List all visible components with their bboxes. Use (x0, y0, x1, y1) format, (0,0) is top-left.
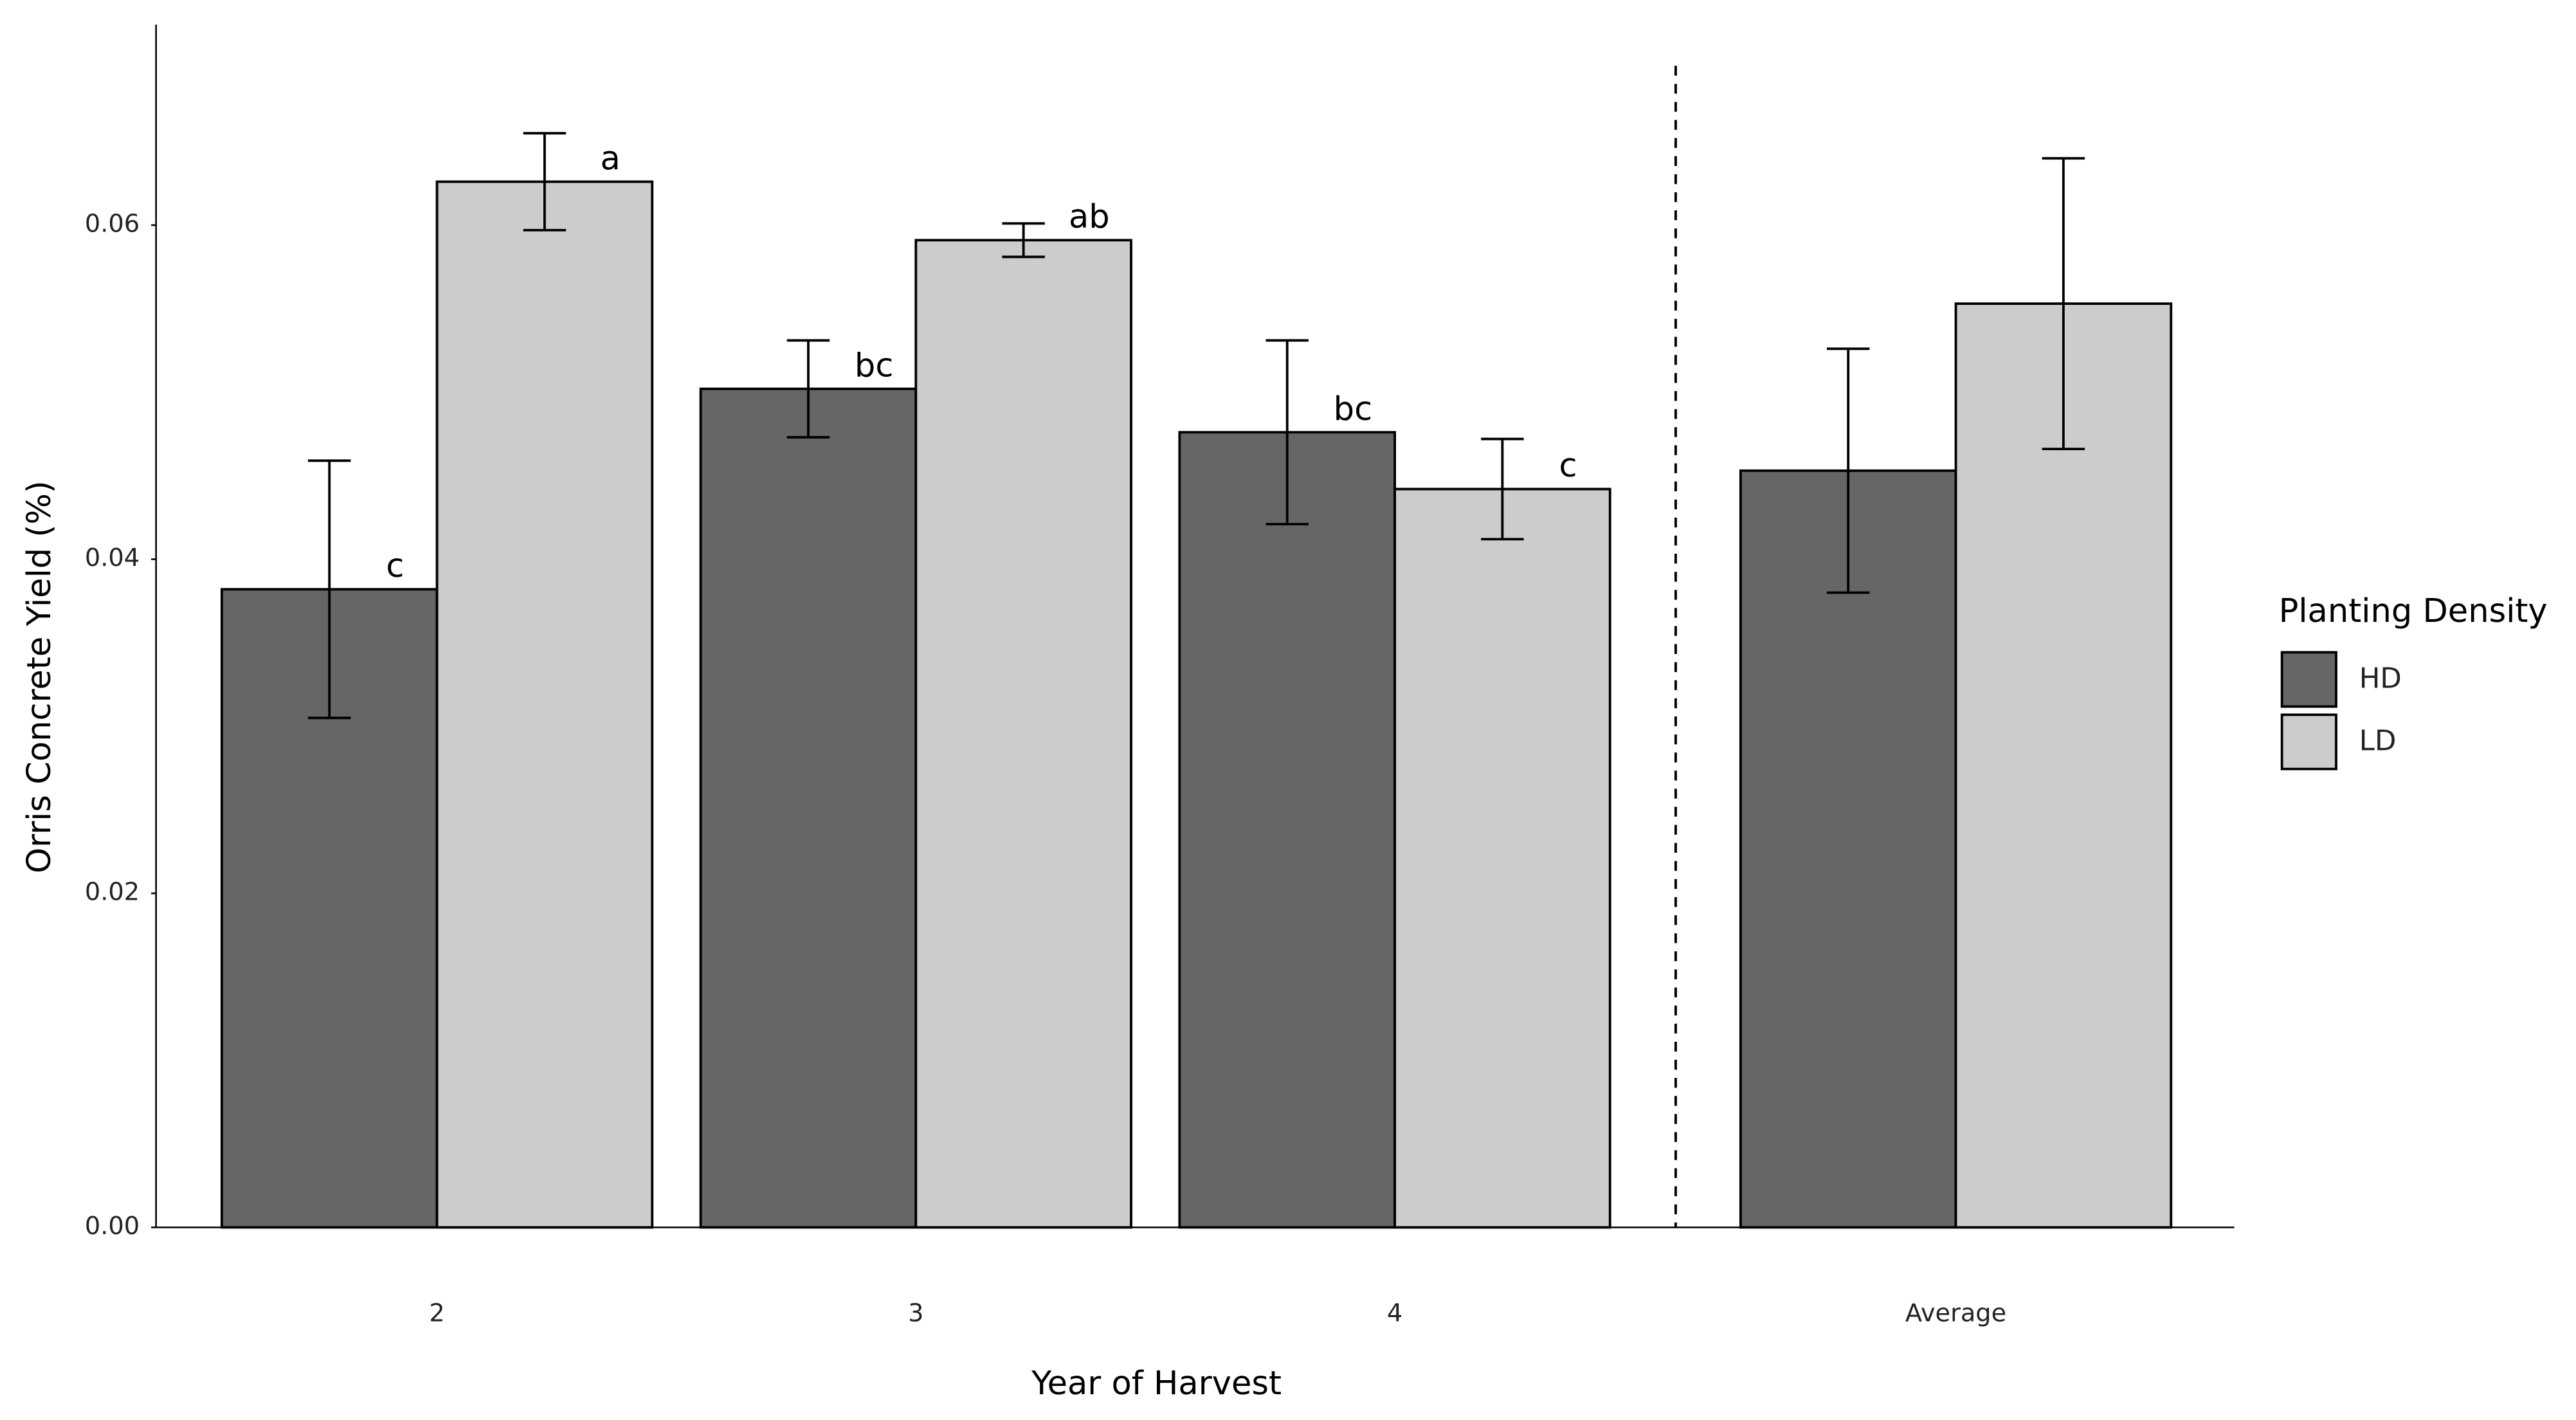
bar (1178, 431, 1396, 1229)
error-bar (1481, 437, 1524, 541)
bar (1393, 487, 1611, 1229)
error-bar (786, 339, 830, 439)
y-tick-label: 0.04 (85, 543, 140, 572)
x-tick-label: Average (1905, 1298, 2006, 1327)
x-axis-title: Year of Harvest (1031, 1365, 1282, 1403)
bar (1739, 469, 1957, 1229)
error-bar (1265, 339, 1309, 525)
bar (699, 387, 918, 1229)
bar (435, 180, 654, 1229)
x-tick-label: 3 (908, 1298, 923, 1327)
significance-label: a (600, 140, 620, 178)
bar (914, 239, 1132, 1229)
significance-label: ab (1069, 198, 1110, 236)
error-bar (2042, 157, 2085, 451)
legend-label: LD (2359, 725, 2397, 757)
x-tick-label: 2 (429, 1298, 444, 1327)
significance-label: bc (855, 347, 894, 385)
bar (1954, 302, 2173, 1229)
legend-title: Planting Density (2279, 592, 2548, 630)
y-tick-label: 0.06 (85, 210, 140, 239)
error-bar (1002, 222, 1045, 259)
error-bar (523, 132, 567, 232)
significance-label: c (1559, 447, 1577, 485)
error-bar (1826, 347, 1870, 594)
significance-label: bc (1334, 390, 1373, 428)
significance-label: c (386, 547, 404, 585)
legend-key (2280, 713, 2337, 770)
legend-label: HD (2359, 662, 2402, 695)
y-axis-title: Orris Concrete Yield (%) (21, 480, 59, 873)
y-tick-label: 0.02 (85, 878, 140, 907)
legend-key (2280, 651, 2337, 708)
y-tick-label: 0.00 (85, 1212, 140, 1241)
error-bar (308, 459, 351, 720)
x-tick-label: 4 (1387, 1298, 1402, 1327)
